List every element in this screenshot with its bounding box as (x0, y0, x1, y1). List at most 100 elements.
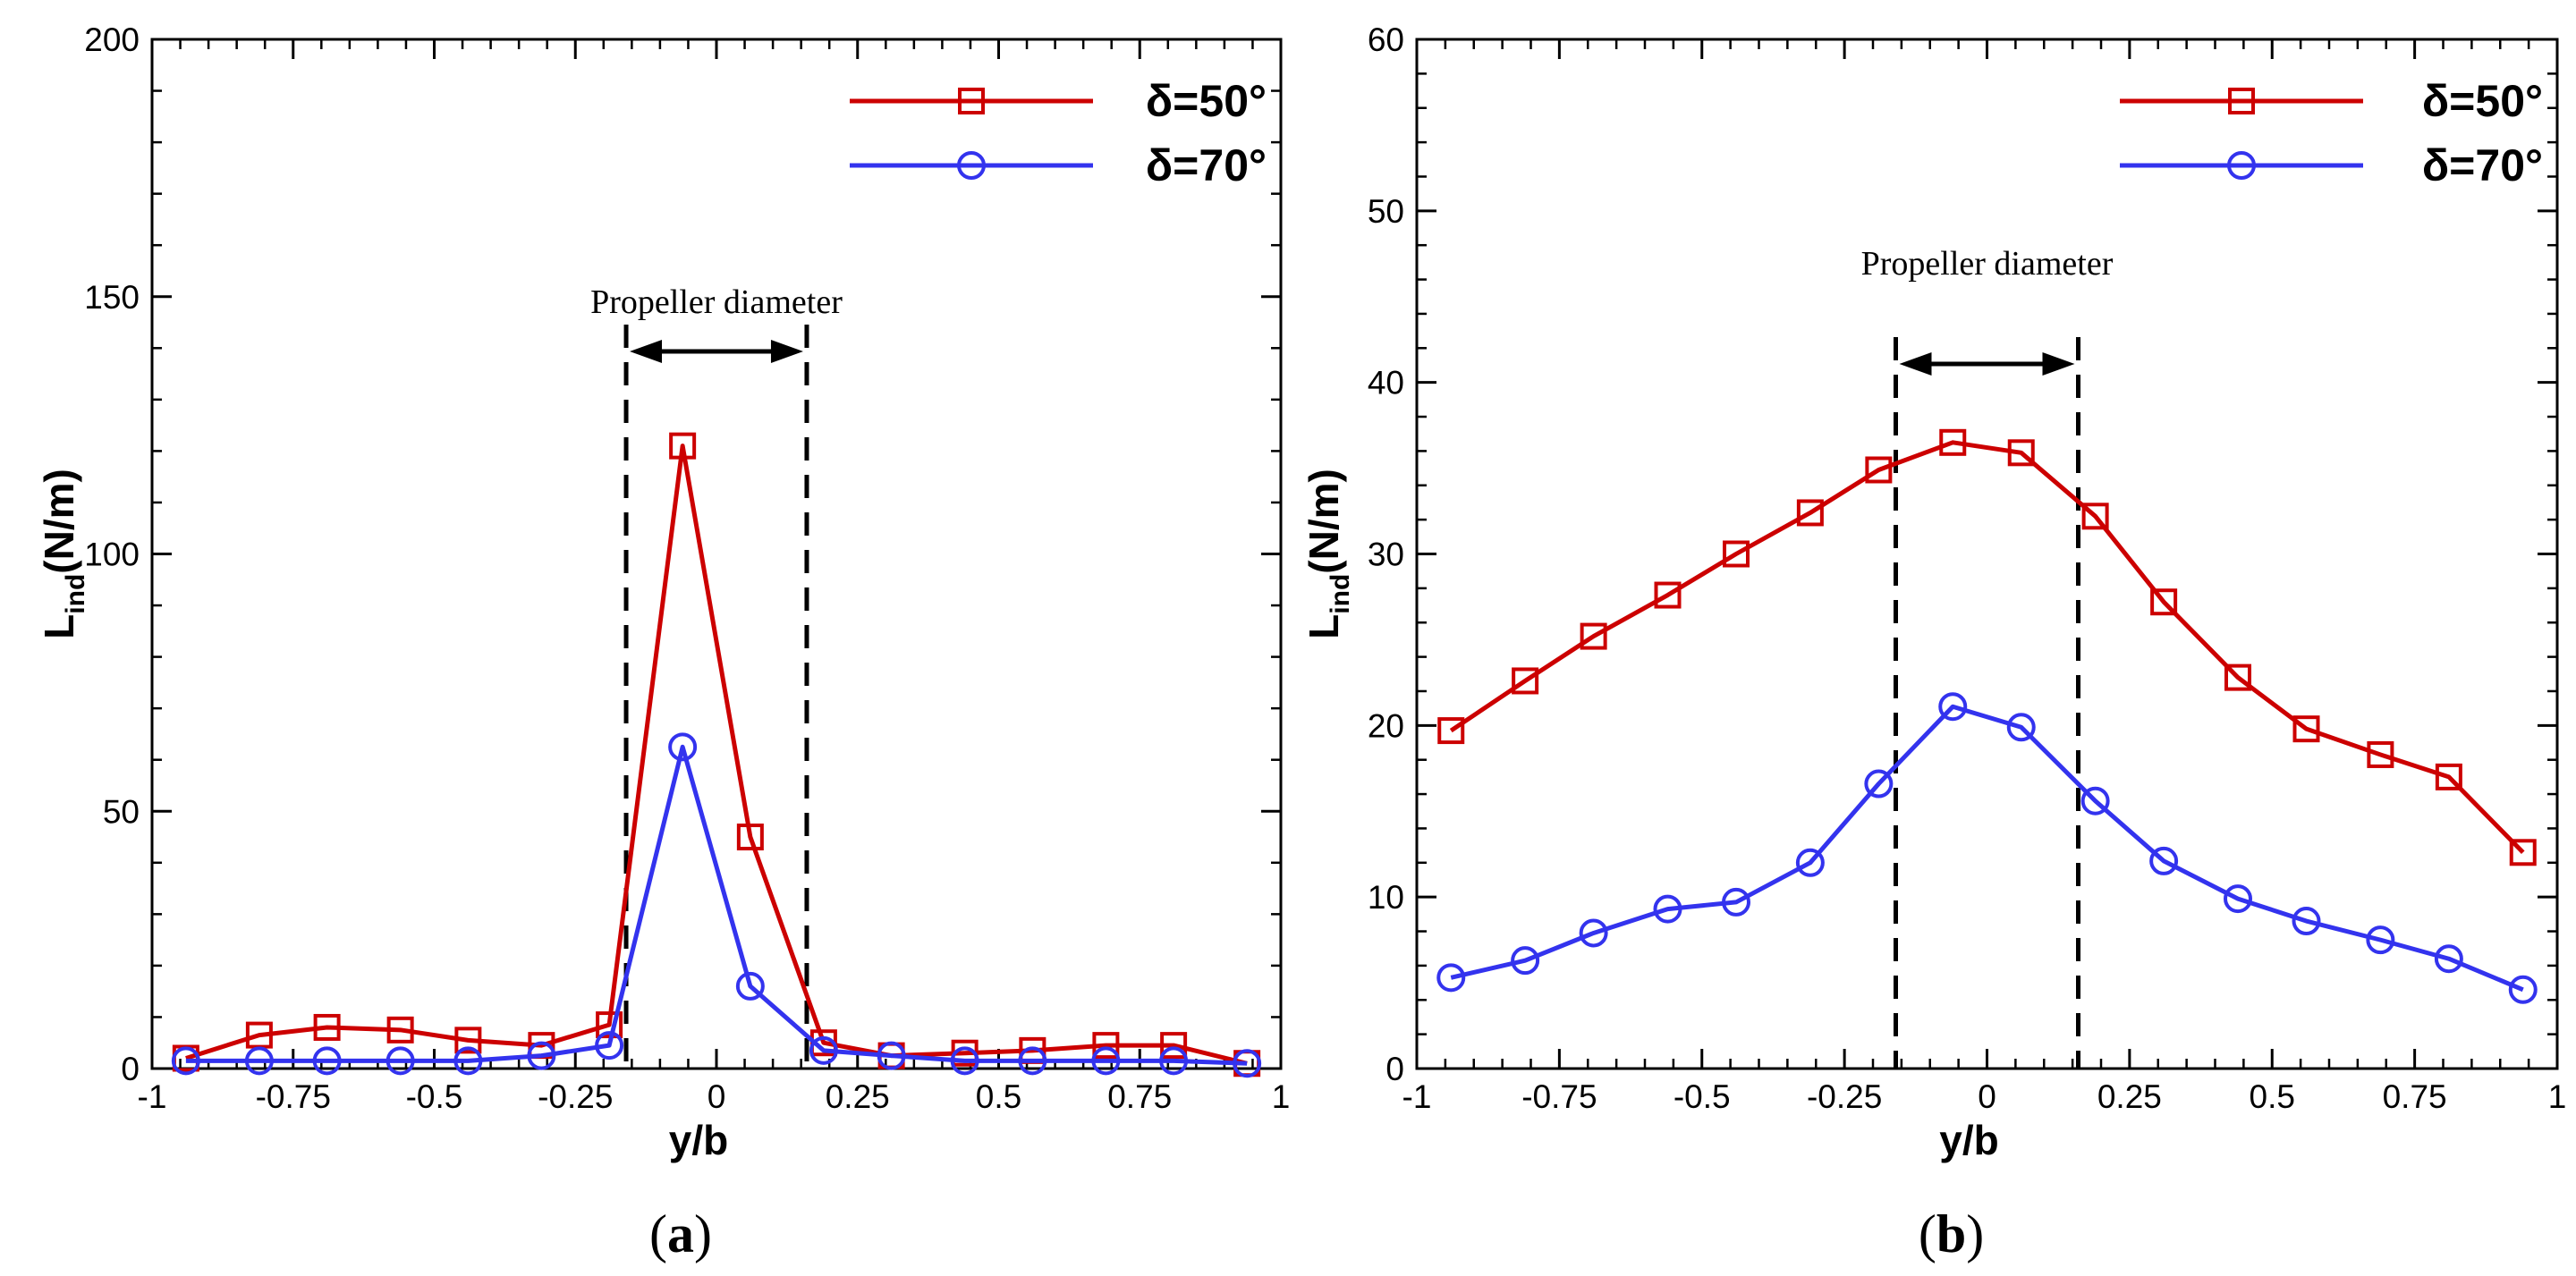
data-point-square (669, 432, 697, 460)
data-point-square (2435, 763, 2462, 790)
data-point-circle (171, 1046, 200, 1076)
y-tick-label: 150 (84, 279, 140, 316)
data-point-circle (244, 1046, 274, 1076)
data-point-circle (877, 1041, 906, 1070)
data-point-square (1160, 1032, 1188, 1060)
data-point-circle (312, 1046, 342, 1076)
data-point-circle (527, 1041, 556, 1070)
data-point-square (1654, 581, 1682, 609)
data-point-circle (2366, 925, 2395, 955)
panel-label-close: ) (1966, 1204, 1984, 1263)
data-point-circle (1938, 692, 1968, 722)
data-point-circle (668, 732, 698, 762)
y-axis-title-main: L (1301, 614, 1347, 639)
y-tick-label: 0 (1385, 1051, 1404, 1087)
legend-circle-marker-icon (2227, 151, 2256, 180)
legend-label: δ=50° (2422, 76, 2543, 126)
series-line (185, 744, 1248, 1066)
x-tick-label: -0.75 (256, 1078, 331, 1115)
plot-frame (150, 38, 1283, 1070)
data-point-square (1865, 456, 1893, 484)
data-point-circle (1579, 918, 1608, 948)
data-point-circle (1795, 848, 1825, 877)
x-tick-label: -0.5 (406, 1078, 463, 1115)
panel-label-letter: a (667, 1204, 694, 1263)
y-tick-label: 10 (1368, 879, 1404, 916)
arrow-head-left-icon (630, 340, 663, 363)
data-point-circle (2080, 786, 2110, 815)
data-point-circle (453, 1046, 483, 1076)
series-1 (1437, 428, 2537, 866)
data-point-circle (2292, 907, 2321, 936)
data-point-square (2224, 663, 2251, 691)
x-tick-label: -1 (138, 1078, 167, 1115)
y-axis-title-main: L (36, 614, 82, 639)
x-tick-label: 0 (708, 1078, 726, 1115)
x-tick-label: 0.25 (2097, 1078, 2162, 1115)
data-point-square (2007, 439, 2035, 467)
y-tick-label: 200 (84, 21, 140, 58)
panel-label: (a) (649, 1204, 712, 1263)
data-point-square (2292, 715, 2320, 743)
chart-panel-b: -1 -0.75 -0.5 -0.25 0 0.25 0.5 0.75 101020304050… (1301, 21, 2566, 1263)
data-point-square (1723, 540, 1750, 568)
data-point-circle (1864, 769, 1894, 799)
data-point-circle (1511, 946, 1540, 976)
y-tick-label: 50 (103, 793, 140, 830)
series-line (1450, 704, 2524, 993)
data-point-square (1437, 717, 1465, 745)
y-tick-label: 50 (1368, 193, 1404, 230)
legend-label: δ=50° (1146, 76, 1267, 126)
legend-entry-1: δ=50° (850, 76, 1267, 126)
x-tick-label: 0.25 (826, 1078, 890, 1115)
y-tick-label: 60 (1368, 21, 1404, 58)
data-point-square (2367, 740, 2394, 768)
data-point-circle (1436, 963, 1466, 993)
data-point-square (2509, 839, 2537, 866)
panel-label: (b) (1919, 1204, 1984, 1263)
x-tick-label: 0.75 (2383, 1078, 2447, 1115)
data-point-circle (2434, 944, 2463, 974)
series-1 (172, 432, 1261, 1077)
plot-frame (1415, 38, 2559, 1070)
legend-square-marker-icon (958, 88, 985, 114)
data-point-square (386, 1016, 414, 1044)
legend-circle-marker-icon (957, 151, 986, 180)
y-axis-title: Lind(N/m) (1301, 469, 1355, 639)
data-point-circle (2149, 846, 2179, 875)
panel-label-open: ( (649, 1204, 667, 1263)
x-tick-label: 1 (2548, 1078, 2567, 1115)
data-point-circle (1233, 1049, 1262, 1078)
panel-label-close: ) (694, 1204, 712, 1263)
x-tick-label: 0 (1978, 1078, 1996, 1115)
legend-label: δ=70° (2422, 140, 2543, 190)
data-point-circle (1159, 1046, 1189, 1076)
x-tick-label: -0.75 (1521, 1078, 1597, 1115)
data-point-square (1796, 499, 1824, 527)
data-point-square (736, 824, 764, 851)
y-axis-title-subscript: ind (1326, 574, 1355, 614)
legend-entry-1: δ=50° (2120, 76, 2543, 126)
x-tick-label: -0.25 (538, 1078, 613, 1115)
x-tick-label: -0.5 (1674, 1078, 1731, 1115)
data-point-square (2150, 588, 2178, 616)
chart-panel-a: -1 -0.75 -0.5 -0.25 0 0.25 0.5 0.75 1 0 50 100 150 20… (36, 21, 1290, 1263)
data-point-square (1092, 1032, 1120, 1060)
y-tick-label: 100 (84, 537, 140, 573)
y-tick-label: 0 (121, 1051, 140, 1087)
x-tick-label: -0.25 (1807, 1078, 1882, 1115)
y-axis-title-unit: (N/m) (1301, 469, 1347, 574)
x-tick-label: 0.5 (2250, 1078, 2295, 1115)
data-point-square (1580, 622, 1607, 650)
data-point-circle (1722, 887, 1750, 917)
y-axis-title-unit: (N/m) (36, 469, 82, 574)
arrow-head-left-icon (1899, 352, 1932, 376)
y-tick-label: 30 (1368, 537, 1404, 573)
data-point-square (1512, 667, 1539, 695)
data-point-circle (809, 1035, 838, 1065)
panel-label-open: ( (1919, 1204, 1936, 1263)
data-point-circle (950, 1046, 979, 1076)
propeller-diameter-label: Propeller diameter (1861, 245, 2114, 283)
x-tick-label: -1 (1402, 1078, 1432, 1115)
